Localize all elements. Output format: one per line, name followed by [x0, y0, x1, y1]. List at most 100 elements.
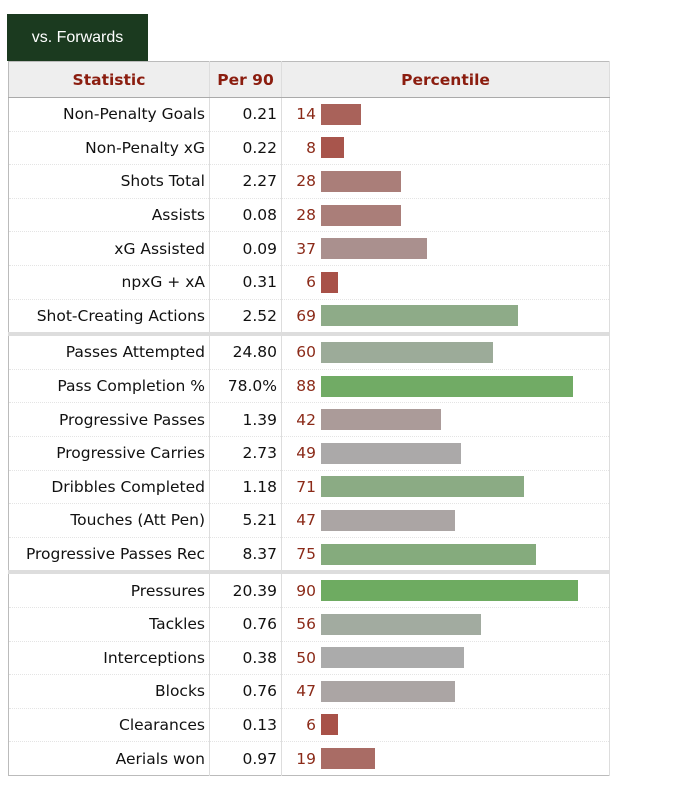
percentile-cell: 75 — [281, 537, 610, 573]
percentile-bar — [321, 271, 339, 293]
percentile-cell: 42 — [281, 402, 610, 437]
stat-name: Interceptions — [8, 641, 210, 676]
per90-value: 0.21 — [209, 97, 282, 132]
percentile-cell: 19 — [281, 741, 610, 776]
percentile-bar — [321, 103, 361, 125]
table-row: Aerials won 0.97 19 — [8, 741, 610, 776]
percentile-label: 88 — [296, 377, 316, 396]
stat-name: xG Assisted — [8, 231, 210, 266]
stat-name: npxG + xA — [8, 265, 210, 300]
per90-value: 2.52 — [209, 299, 282, 335]
stat-name: Shots Total — [8, 164, 210, 199]
percentile-cell: 69 — [281, 299, 610, 335]
percentile-label: 42 — [296, 410, 316, 429]
percentile-label: 28 — [296, 206, 316, 225]
percentile-cell: 49 — [281, 436, 610, 471]
stat-name: Pass Completion % — [8, 369, 210, 404]
percentile-bar — [321, 409, 442, 431]
percentile-cell: 28 — [281, 198, 610, 233]
table-row: Pressures 20.39 90 — [8, 570, 610, 608]
per90-value: 1.39 — [209, 402, 282, 437]
stat-name: Clearances — [8, 708, 210, 743]
per90-value: 2.73 — [209, 436, 282, 471]
table-row: Progressive Carries 2.73 49 — [8, 436, 610, 471]
per90-value: 0.22 — [209, 131, 282, 166]
stat-name: Progressive Carries — [8, 436, 210, 471]
percentile-label: 6 — [306, 273, 316, 292]
percentile-label: 75 — [296, 545, 316, 564]
table-row: Pass Completion % 78.0% 88 — [8, 369, 610, 404]
percentile-label: 6 — [306, 715, 316, 734]
stat-name: Aerials won — [8, 741, 210, 776]
table-row: Interceptions 0.38 50 — [8, 641, 610, 676]
percentile-bar — [321, 442, 462, 464]
stat-name: Dribbles Completed — [8, 470, 210, 505]
percentile-cell: 90 — [281, 570, 610, 608]
table-row: Tackles 0.76 56 — [8, 607, 610, 642]
percentile-label: 37 — [296, 239, 316, 258]
percentile-bar — [321, 305, 519, 327]
percentile-cell: 28 — [281, 164, 610, 199]
percentile-label: 56 — [296, 615, 316, 634]
percentile-cell: 6 — [281, 708, 610, 743]
percentile-cell: 37 — [281, 231, 610, 266]
per90-value: 0.97 — [209, 741, 282, 776]
stat-name: Touches (Att Pen) — [8, 503, 210, 538]
table-row: xG Assisted 0.09 37 — [8, 231, 610, 266]
stat-name: Shot-Creating Actions — [8, 299, 210, 335]
percentile-bar — [321, 543, 536, 565]
per90-value: 0.38 — [209, 641, 282, 676]
stat-name: Tackles — [8, 607, 210, 642]
tab-vs-forwards[interactable]: vs. Forwards — [7, 14, 148, 61]
percentile-bar — [321, 375, 573, 397]
per90-value: 20.39 — [209, 570, 282, 608]
table-row: Non-Penalty Goals 0.21 14 — [8, 97, 610, 132]
per90-value: 0.76 — [209, 674, 282, 709]
percentile-label: 50 — [296, 648, 316, 667]
stat-name: Assists — [8, 198, 210, 233]
percentile-cell: 60 — [281, 332, 610, 370]
per90-value: 0.09 — [209, 231, 282, 266]
table-row: Shot-Creating Actions 2.52 69 — [8, 299, 610, 335]
table-row: Touches (Att Pen) 5.21 47 — [8, 503, 610, 538]
percentile-label: 8 — [306, 138, 316, 157]
per90-value: 8.37 — [209, 537, 282, 573]
percentile-cell: 88 — [281, 369, 610, 404]
table-row: Passes Attempted 24.80 60 — [8, 332, 610, 370]
percentile-bar — [321, 170, 402, 192]
per90-value: 0.76 — [209, 607, 282, 642]
percentile-cell: 47 — [281, 503, 610, 538]
stat-name: Progressive Passes Rec — [8, 537, 210, 573]
percentile-bar — [321, 714, 339, 736]
percentile-bar — [321, 680, 456, 702]
table-row: Blocks 0.76 47 — [8, 674, 610, 709]
percentile-label: 69 — [296, 306, 316, 325]
table-row: Progressive Passes 1.39 42 — [8, 402, 610, 437]
per90-value: 5.21 — [209, 503, 282, 538]
table-row: Progressive Passes Rec 8.37 75 — [8, 537, 610, 573]
percentile-bar — [321, 341, 493, 363]
percentile-cell: 47 — [281, 674, 610, 709]
per90-value: 78.0% — [209, 369, 282, 404]
per90-value: 2.27 — [209, 164, 282, 199]
percentile-bar — [321, 580, 579, 602]
percentile-label: 60 — [296, 343, 316, 362]
table-row: Dribbles Completed 1.18 71 — [8, 470, 610, 505]
per90-value: 0.08 — [209, 198, 282, 233]
percentile-label: 71 — [296, 477, 316, 496]
stat-name: Non-Penalty Goals — [8, 97, 210, 132]
percentile-bar — [321, 509, 456, 531]
percentile-label: 47 — [296, 511, 316, 530]
per90-value: 0.13 — [209, 708, 282, 743]
percentile-label: 19 — [296, 749, 316, 768]
per90-value: 0.31 — [209, 265, 282, 300]
percentile-bar — [321, 748, 376, 770]
header-per90: Per 90 — [209, 61, 282, 98]
percentile-cell: 56 — [281, 607, 610, 642]
percentile-bar — [321, 238, 427, 260]
percentile-cell: 50 — [281, 641, 610, 676]
stat-name: Progressive Passes — [8, 402, 210, 437]
percentile-bar — [321, 647, 464, 669]
percentile-label: 47 — [296, 682, 316, 701]
per90-value: 24.80 — [209, 332, 282, 370]
